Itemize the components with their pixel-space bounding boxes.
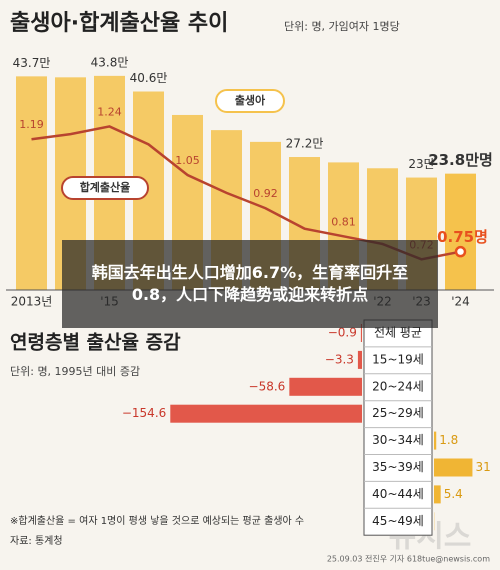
bar-value-label: −3.3 (325, 352, 354, 366)
line-value-label: 1.24 (97, 105, 122, 118)
line-point (454, 245, 467, 258)
bar-value-label: 40.6만 (130, 71, 168, 85)
headline-overlay: 韩国去年出生人口增加6.7%，生育率回升至0.8，人口下降趋势或迎来转折点 (62, 240, 438, 328)
line-value-label: 0.75명 (437, 228, 488, 246)
legend-label: 출생아 (235, 93, 266, 107)
bar-value-label: 23만 (408, 157, 434, 171)
chart-title: 연령층별 출산율 증감 (10, 332, 181, 354)
chart-subtitle: 단위: 명, 가임여자 1명당 (284, 20, 400, 33)
bar-value-label: 43.7만 (13, 56, 51, 70)
source: 자료: 통계청 (10, 535, 63, 547)
legend-label: 합계출산율 (80, 180, 131, 194)
bar (360, 324, 362, 342)
category-label: 30~34세 (372, 433, 424, 447)
category-label: 40~44세 (372, 487, 424, 501)
category-label: 20~24세 (372, 379, 424, 393)
chart-title: 출생아·합계출산율 추이 (10, 10, 228, 36)
bar-value-label: 43.8만 (91, 55, 129, 69)
bar-value-label: −58.6 (249, 379, 286, 393)
bar-value-label: 5.4 (444, 487, 463, 501)
bar-value-label: 23.8만명 (428, 151, 493, 169)
category-label: 45~49세 (372, 514, 424, 528)
category-label: 35~39세 (372, 460, 424, 474)
bar (170, 404, 362, 423)
bar (16, 76, 47, 290)
line-value-label: 0.81 (331, 215, 356, 228)
bar (357, 350, 362, 369)
legend-callout (61, 176, 149, 200)
x-tick-label: '24 (451, 295, 470, 309)
bar (445, 173, 476, 290)
line-value-label: 1.05 (175, 154, 200, 167)
category-label: 15~19세 (372, 352, 424, 366)
line-value-label: 1.19 (19, 118, 44, 131)
bar-value-label: −154.6 (122, 406, 166, 420)
bar (434, 485, 441, 504)
footnote: ※합계출산율 = 여자 1명이 평생 낳을 것으로 예상되는 평균 출생아 수 (10, 515, 304, 527)
bar-value-label: 1.8 (439, 433, 458, 447)
x-tick-label: 2013년 (11, 295, 53, 309)
bar (434, 431, 437, 450)
line-value-label: 0.92 (253, 187, 278, 200)
bar-value-label: −0.9 (328, 326, 357, 340)
category-label: 전체 평균 (374, 326, 422, 340)
bar (434, 458, 473, 477)
bar-value-label: 31 (475, 460, 490, 474)
category-label: 25~29세 (372, 406, 424, 420)
credit: 25.09.03 전진우 기자 618tue@newsis.com (327, 554, 490, 564)
bar (289, 377, 362, 396)
chart-subtitle: 단위: 명, 1995년 대비 증감 (10, 365, 140, 378)
bar-value-label: 27.2만 (286, 137, 324, 151)
legend-callout (215, 89, 285, 113)
